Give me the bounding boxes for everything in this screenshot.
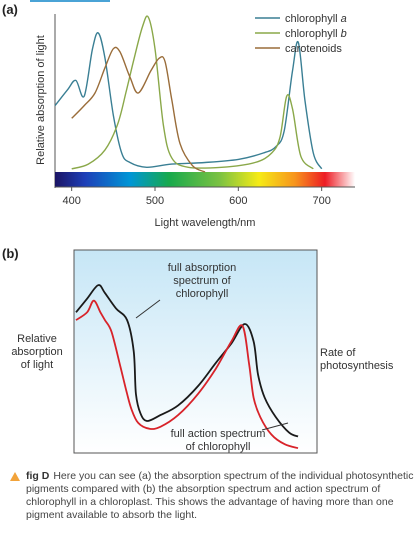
a-legend: chlorophyll a chlorophyll b carotenoids [255,13,347,55]
b-action-annotation: full action spectrum of chlorophyll [171,428,266,453]
panel-b-label: (b) [2,246,19,261]
a-y-axis-label: Relative absorption of light [35,35,47,165]
b-annotations: full absorption spectrum of chlorophyll ful… [135,262,289,453]
a-tick-label: 700 [312,195,330,207]
a-tick-label: 500 [146,195,164,207]
caption-triangle-icon [10,472,20,481]
spectrum-bar [55,172,355,187]
header-rule [30,0,110,2]
a-curves [54,15,323,173]
b-left-label: Relative absorption of light [11,333,62,371]
b-action-curve [75,299,299,449]
b-absorption-pointer [135,299,161,319]
a-series-carotenoids [71,46,206,173]
a-tick-label: 600 [229,195,247,207]
b-right-label: Rate of photosynthesis [320,347,394,372]
b-left-axis-label: Relative absorption of light [11,333,62,371]
a-x-axis-label: Light wavelength/nm [155,217,256,229]
caption-body: Here you can see (a) the absorption spec… [26,470,414,521]
a-tick-label: 400 [62,195,80,207]
a-ticks: 400 500 600 700 [62,187,331,207]
legend-label: chlorophyll b [285,28,347,40]
caption-figure-label: fig D [26,470,50,482]
a-series-chlorophyll-a [54,32,323,170]
b-absorption-curve [75,284,299,438]
panel-b-chart: Relative absorption of light Rate of photos… [11,249,394,454]
b-right-axis-label: Rate of photosynthesis [320,347,394,372]
b-absorption-annotation: full absorption spectrum of chlorophyll [168,262,237,300]
caption-text-block: fig D Here you can see (a) the absorption… [26,470,414,522]
legend-label: chlorophyll a [285,13,347,25]
panel-a-label: (a) [2,2,18,17]
b-curves [75,284,299,449]
a-series-chlorophyll-b [71,15,314,170]
panel-a-chart: 400 500 600 700 Light wavelength/nm Relativ… [35,13,355,229]
b-action-pointer [261,422,289,431]
legend-label: carotenoids [285,43,342,55]
